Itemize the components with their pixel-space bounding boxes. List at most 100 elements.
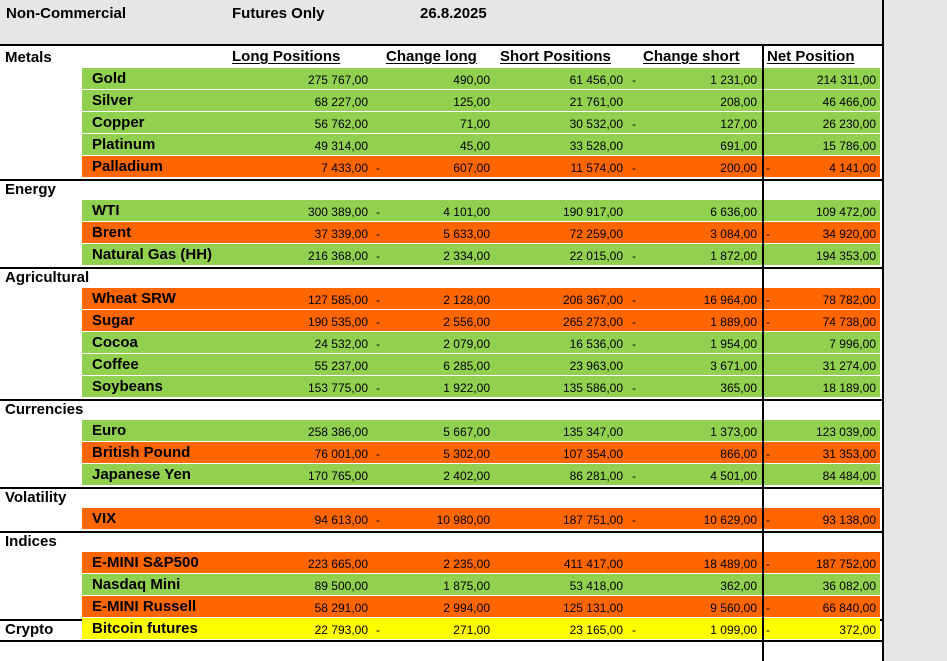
cell-change-long: 2 235,00 xyxy=(443,557,490,571)
cell-short: 22 015,00 xyxy=(569,249,623,263)
cell-long: 153 775,00 xyxy=(307,381,368,395)
cell-long: 89 500,00 xyxy=(314,579,368,593)
cell-change-long: 5 633,00 xyxy=(443,227,490,241)
cell-net: 15 786,00 xyxy=(822,139,876,153)
sign-marker: - xyxy=(632,161,636,175)
cell-short: 23 165,00 xyxy=(569,623,623,637)
cell-change-short: 362,00 xyxy=(720,579,757,593)
table-row xyxy=(82,288,880,309)
sign-marker: - xyxy=(766,315,770,329)
cell-short: 125 131,00 xyxy=(562,601,623,615)
instrument-name: Wheat SRW xyxy=(92,290,176,307)
cell-change-short: 6 636,00 xyxy=(710,205,757,219)
instrument-name: Coffee xyxy=(92,356,139,373)
cell-change-short: 866,00 xyxy=(720,447,757,461)
sign-marker: - xyxy=(632,315,636,329)
cell-long: 56 762,00 xyxy=(314,117,368,131)
instrument-name: E-MINI Russell xyxy=(92,598,197,615)
cell-long: 127 585,00 xyxy=(307,293,368,307)
cell-long: 7 433,00 xyxy=(321,161,368,175)
cell-change-long: 1 922,00 xyxy=(443,381,490,395)
cell-net: 84 484,00 xyxy=(822,469,876,483)
cell-short: 16 536,00 xyxy=(569,337,623,351)
table-row xyxy=(82,156,880,177)
cell-net: 93 138,00 xyxy=(822,513,876,527)
cell-net: 123 039,00 xyxy=(815,425,876,439)
cell-change-long: 6 285,00 xyxy=(443,359,490,373)
cell-short: 61 456,00 xyxy=(569,73,623,87)
sign-marker: - xyxy=(632,513,636,527)
sign-marker: - xyxy=(376,293,380,307)
sign-marker: - xyxy=(376,249,380,263)
table-row xyxy=(82,354,880,375)
cell-change-short: 18 489,00 xyxy=(703,557,757,571)
cell-short: 187 751,00 xyxy=(562,513,623,527)
section-divider xyxy=(0,531,882,533)
table-row xyxy=(82,618,880,639)
col-header-change-short: Change short xyxy=(643,48,740,65)
section-divider xyxy=(0,399,882,401)
cell-net: 214 311,00 xyxy=(816,73,876,87)
table-row xyxy=(82,508,880,529)
sign-marker: - xyxy=(376,227,380,241)
sign-marker: - xyxy=(766,601,770,615)
cell-long: 58 291,00 xyxy=(314,601,368,615)
cell-change-short: 1 954,00 xyxy=(710,337,757,351)
table-row xyxy=(82,112,880,133)
instrument-name: Bitcoin futures xyxy=(92,620,198,637)
col-header-net: Net Position xyxy=(767,48,855,65)
cell-short: 190 917,00 xyxy=(562,205,623,219)
cell-net: 194 353,00 xyxy=(815,249,876,263)
cell-short: 86 281,00 xyxy=(569,469,623,483)
instrument-name: Sugar xyxy=(92,312,135,329)
cell-change-long: 4 101,00 xyxy=(443,205,490,219)
cell-short: 23 963,00 xyxy=(569,359,623,373)
table-row xyxy=(82,596,880,617)
sign-marker: - xyxy=(376,447,380,461)
section-divider xyxy=(0,640,882,642)
cell-change-short: 1 231,00 xyxy=(710,73,757,87)
cell-short: 11 574,00 xyxy=(570,161,624,175)
sign-marker: - xyxy=(376,337,380,351)
cell-change-long: 2 128,00 xyxy=(443,293,490,307)
cell-change-long: 2 079,00 xyxy=(443,337,490,351)
cell-long: 68 227,00 xyxy=(314,95,368,109)
sign-marker: - xyxy=(632,293,636,307)
cell-change-long: 125,00 xyxy=(453,95,490,109)
cell-short: 33 528,00 xyxy=(569,139,623,153)
section-divider xyxy=(0,487,882,489)
instrument-name: Natural Gas (HH) xyxy=(92,246,213,263)
sign-marker: - xyxy=(632,623,636,637)
cell-net: 372,00 xyxy=(839,623,876,637)
cell-change-short: 10 629,00 xyxy=(703,513,757,527)
cell-net: 36 082,00 xyxy=(822,579,876,593)
table-row xyxy=(82,442,880,463)
cell-long: 258 386,00 xyxy=(307,425,368,439)
cell-long: 76 001,00 xyxy=(314,447,368,461)
cell-net: 18 189,00 xyxy=(822,381,876,395)
cell-change-long: 607,00 xyxy=(453,161,490,175)
cell-net: 31 274,00 xyxy=(822,359,876,373)
table-row xyxy=(82,200,880,221)
cell-long: 223 665,00 xyxy=(307,557,368,571)
cell-change-short: 1 099,00 xyxy=(710,623,757,637)
cell-change-short: 9 560,00 xyxy=(710,601,757,615)
cell-short: 72 259,00 xyxy=(569,227,623,241)
table-row xyxy=(82,464,880,485)
report-type-label: Futures Only xyxy=(232,5,325,22)
instrument-name: Silver xyxy=(92,92,133,109)
section-label: Crypto xyxy=(5,621,54,638)
cell-change-short: 691,00 xyxy=(720,139,757,153)
cell-net: 66 840,00 xyxy=(822,601,876,615)
col-header-short: Short Positions xyxy=(500,48,611,65)
sign-marker: - xyxy=(632,337,636,351)
sign-marker: - xyxy=(766,293,770,307)
cell-change-short: 3 671,00 xyxy=(710,359,757,373)
cell-change-short: 1 889,00 xyxy=(710,315,757,329)
table-row xyxy=(82,420,880,441)
table-row xyxy=(82,310,880,331)
report-date: 26.8.2025 xyxy=(420,5,487,22)
cell-net: 34 920,00 xyxy=(822,227,876,241)
cell-change-long: 10 980,00 xyxy=(436,513,490,527)
